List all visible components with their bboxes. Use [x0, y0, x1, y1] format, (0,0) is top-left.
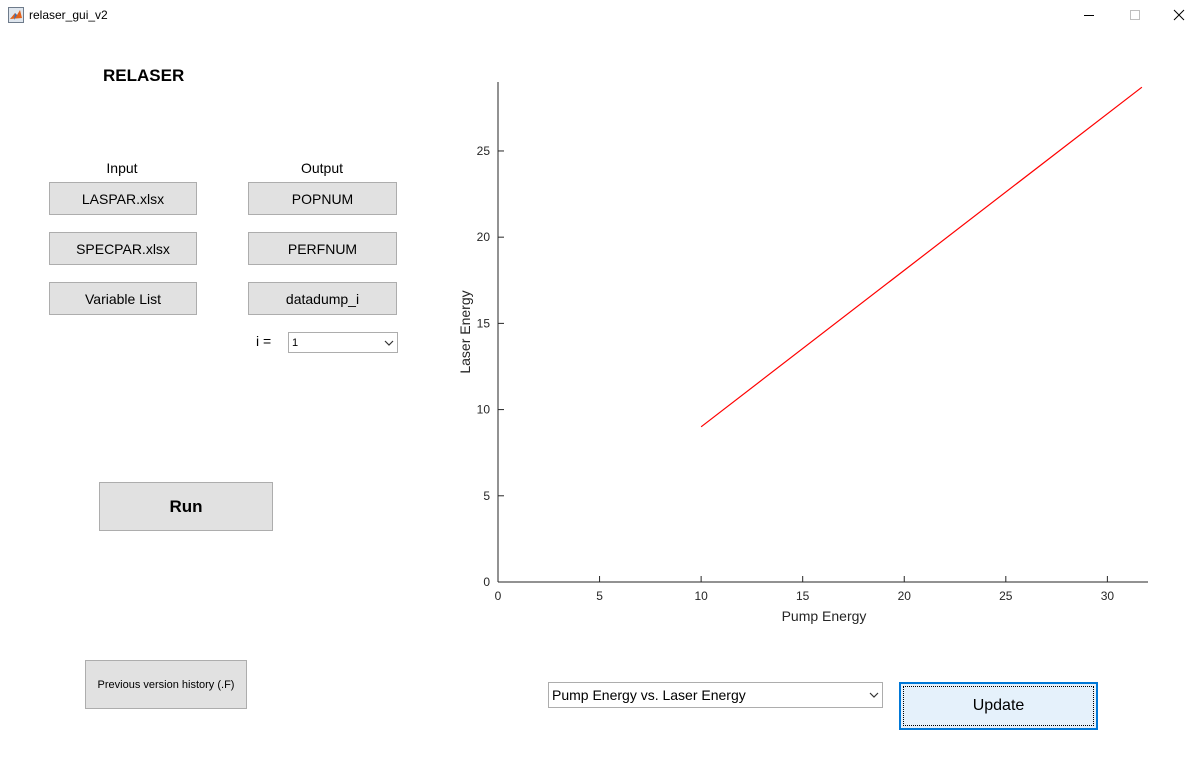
- pump-vs-laser-energy-chart: 0 5 10 15 20 25 30 0 5 10 15 20 25 Pump Energy Laser…: [450, 70, 1170, 630]
- app-heading: RELASER: [103, 66, 184, 86]
- variable-list-button[interactable]: Variable List: [49, 282, 197, 315]
- minimize-icon: [1083, 9, 1095, 21]
- popnum-button[interactable]: POPNUM: [248, 182, 397, 215]
- y-tick-label: 0: [483, 575, 490, 589]
- chevron-down-icon: [864, 683, 882, 707]
- chart-xlabel: Pump Energy: [782, 608, 867, 624]
- y-tick-label: 10: [477, 403, 491, 417]
- perfnum-button[interactable]: PERFNUM: [248, 232, 397, 265]
- plot-type-select[interactable]: Pump Energy vs. Laser Energy: [548, 682, 883, 708]
- y-tick-label: 25: [477, 144, 491, 158]
- output-label: Output: [248, 160, 396, 176]
- x-tick-label: 0: [495, 589, 502, 603]
- title-bar: relaser_gui_v2: [0, 0, 1202, 30]
- x-tick-label: 10: [694, 589, 708, 603]
- datadump-button[interactable]: datadump_i: [248, 282, 397, 315]
- chart-ylabel: Laser Energy: [457, 290, 473, 373]
- window-title: relaser_gui_v2: [29, 8, 108, 22]
- matlab-app-icon: [8, 7, 24, 23]
- maximize-icon: [1129, 9, 1141, 21]
- x-tick-label: 25: [999, 589, 1013, 603]
- minimize-button[interactable]: [1066, 0, 1112, 30]
- y-tick-label: 20: [477, 230, 491, 244]
- y-tick-label: 15: [477, 316, 491, 330]
- update-button-label: Update: [973, 697, 1025, 715]
- run-button[interactable]: Run: [99, 482, 273, 531]
- chevron-down-icon: [379, 333, 397, 352]
- index-label: i =: [256, 333, 271, 349]
- x-tick-label: 15: [796, 589, 810, 603]
- close-icon: [1173, 9, 1185, 21]
- series-line: [701, 87, 1142, 427]
- index-select[interactable]: 1: [288, 332, 398, 353]
- index-select-value: 1: [289, 337, 379, 349]
- previous-version-history-button[interactable]: Previous version history (.F): [85, 660, 247, 709]
- x-tick-label: 5: [596, 589, 603, 603]
- maximize-button[interactable]: [1112, 0, 1158, 30]
- y-tick-label: 5: [483, 489, 490, 503]
- plot-type-select-value: Pump Energy vs. Laser Energy: [549, 687, 864, 703]
- update-button[interactable]: Update: [899, 682, 1098, 730]
- laspar-button[interactable]: LASPAR.xlsx: [49, 182, 197, 215]
- specpar-button[interactable]: SPECPAR.xlsx: [49, 232, 197, 265]
- x-tick-label: 20: [898, 589, 912, 603]
- x-tick-label: 30: [1101, 589, 1115, 603]
- close-button[interactable]: [1156, 0, 1202, 30]
- input-label: Input: [49, 160, 195, 176]
